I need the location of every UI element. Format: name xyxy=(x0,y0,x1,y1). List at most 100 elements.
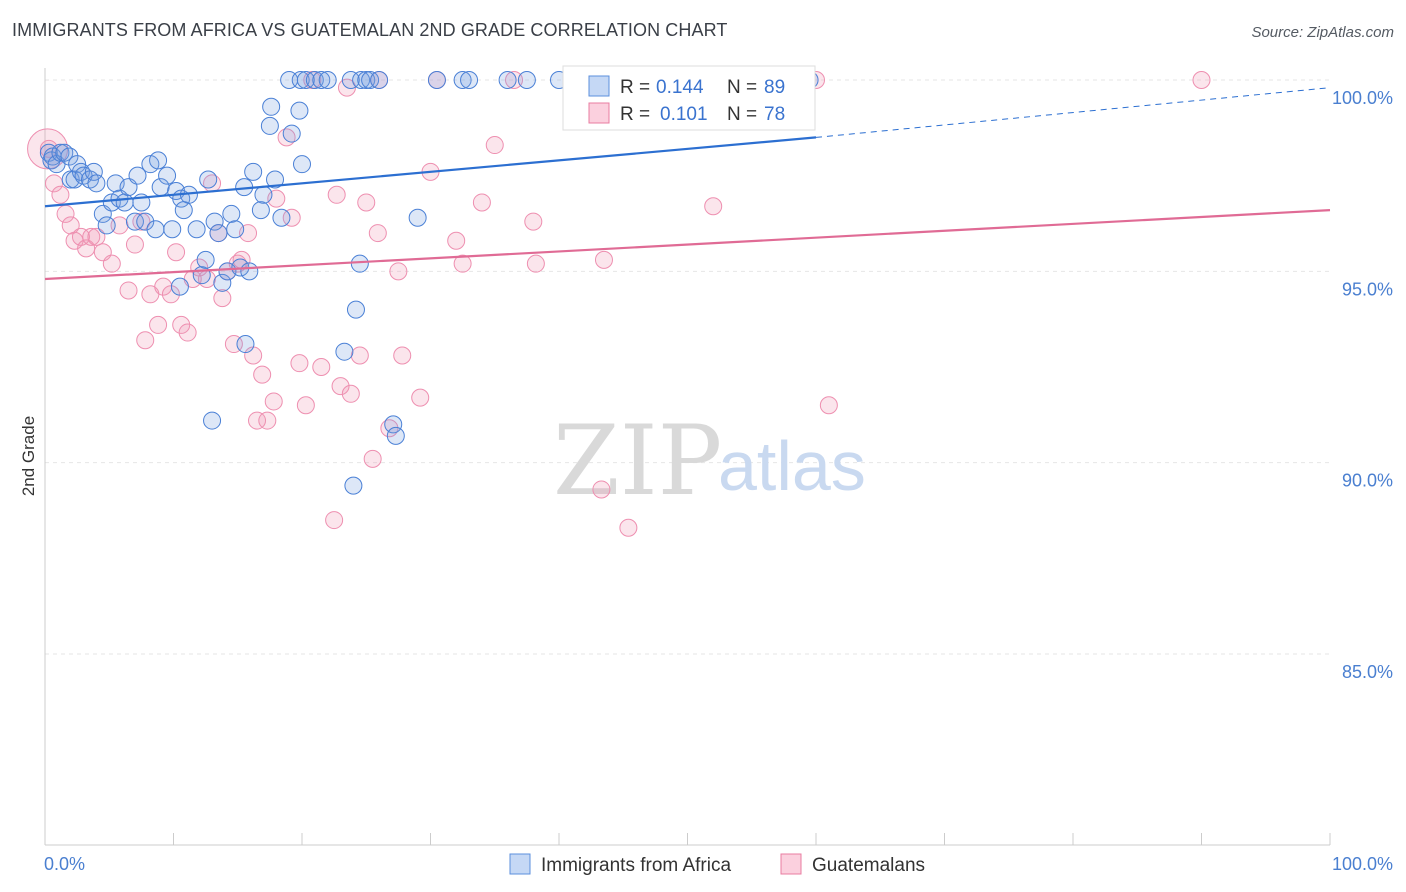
data-point-africa xyxy=(517,71,536,89)
data-point-guatemalans xyxy=(453,254,472,273)
data-point-africa xyxy=(384,415,403,434)
data-point-africa xyxy=(226,220,245,239)
data-point-africa xyxy=(84,162,103,181)
legend-r-value-1: 0.144 xyxy=(656,77,704,98)
data-point-guatemalans xyxy=(119,281,138,300)
data-point-guatemalans xyxy=(619,518,638,537)
data-point-guatemalans xyxy=(393,346,412,365)
data-point-guatemalans xyxy=(447,231,466,250)
watermark-zip: ZIP xyxy=(553,405,722,517)
data-point-guatemalans xyxy=(325,511,344,530)
data-point-guatemalans xyxy=(368,224,387,243)
watermark: ZIP atlas xyxy=(553,405,866,517)
data-point-guatemalans xyxy=(136,331,155,350)
data-point-africa xyxy=(213,273,232,292)
data-point-africa xyxy=(346,300,365,319)
trend-line-africa xyxy=(44,136,817,208)
data-point-africa xyxy=(170,277,189,296)
legend-r-label-1: R = xyxy=(620,77,650,98)
data-point-guatemalans xyxy=(389,262,408,281)
data-point-africa xyxy=(158,166,177,185)
data-point-guatemalans xyxy=(485,136,504,155)
data-point-africa xyxy=(262,97,281,116)
data-point-africa xyxy=(125,212,144,231)
data-point-africa xyxy=(115,193,134,212)
data-point-guatemalans xyxy=(213,289,232,308)
series-immigrants-from-africa xyxy=(39,71,819,495)
data-point-guatemalans xyxy=(61,216,80,235)
data-point-africa xyxy=(427,71,446,89)
axes xyxy=(44,68,1330,846)
data-point-africa xyxy=(244,162,263,181)
data-point-guatemalans xyxy=(505,71,524,89)
data-point-africa xyxy=(203,411,222,430)
data-point-africa xyxy=(240,262,259,281)
data-point-guatemalans xyxy=(125,235,144,254)
data-point-africa xyxy=(163,220,182,239)
data-point-guatemalans xyxy=(526,254,545,273)
data-point-africa xyxy=(357,71,376,89)
data-point-africa xyxy=(60,147,79,166)
data-point-guatemalans xyxy=(110,216,129,235)
legend-swatch-pink xyxy=(588,102,610,124)
legend-n-value-1: 89 xyxy=(764,77,785,98)
data-point-africa xyxy=(386,426,405,445)
bottom-legend-label-1: Immigrants from Africa xyxy=(541,855,731,876)
trend-line-africa-extension xyxy=(815,87,1331,138)
data-point-africa xyxy=(205,212,224,231)
y-axis-label: 2nd Grade xyxy=(19,416,38,496)
data-point-africa xyxy=(196,250,215,269)
y-tick-label: 85.0% xyxy=(1342,662,1393,682)
legend-n-label-1: N = xyxy=(727,77,757,98)
legend-r-value-2: 0.101 xyxy=(660,104,708,125)
legend-swatch-blue xyxy=(588,75,610,97)
data-point-guatemalans xyxy=(327,185,346,204)
data-point-africa xyxy=(97,216,116,235)
data-point-africa xyxy=(199,170,218,189)
data-point-africa xyxy=(136,212,155,231)
bottom-legend: Immigrants from Africa Guatemalans xyxy=(509,853,925,876)
data-point-africa xyxy=(266,170,285,189)
data-point-guatemalans xyxy=(363,449,382,468)
bottom-legend-swatch-blue xyxy=(509,853,531,875)
series-guatemalans xyxy=(27,71,1211,537)
data-point-guatemalans xyxy=(149,315,168,334)
data-point-africa xyxy=(335,342,354,361)
data-point-guatemalans xyxy=(341,384,360,403)
x-tick-label: 100.0% xyxy=(1332,854,1393,874)
data-point-guatemalans xyxy=(357,193,376,212)
data-point-guatemalans xyxy=(161,285,180,304)
data-point-africa xyxy=(222,204,241,223)
data-point-africa xyxy=(272,208,291,227)
trend-lines xyxy=(44,87,1331,281)
x-tick-label: 0.0% xyxy=(44,854,85,874)
data-point-africa xyxy=(453,71,472,89)
data-point-guatemalans xyxy=(350,346,369,365)
data-point-guatemalans xyxy=(411,388,430,407)
data-point-guatemalans xyxy=(704,197,723,216)
data-point-guatemalans xyxy=(592,480,611,499)
data-point-guatemalans xyxy=(472,193,491,212)
data-point-guatemalans xyxy=(132,212,151,231)
data-point-guatemalans xyxy=(248,411,267,430)
data-point-africa xyxy=(318,71,337,89)
data-point-guatemalans xyxy=(1192,71,1211,89)
watermark-atlas: atlas xyxy=(718,427,866,505)
trend-line-guatemalans xyxy=(44,209,1331,281)
data-point-africa xyxy=(236,335,255,354)
data-point-africa xyxy=(149,151,168,170)
data-point-guatemalans xyxy=(82,227,101,246)
data-point-africa xyxy=(291,71,310,89)
data-point-africa xyxy=(408,208,427,227)
data-point-africa xyxy=(498,71,517,89)
chart-title: IMMIGRANTS FROM AFRICA VS GUATEMALAN 2ND… xyxy=(12,20,728,40)
data-point-guatemalans xyxy=(258,411,277,430)
data-point-africa xyxy=(350,254,369,273)
tick-labels: 100.0% 95.0% 90.0% 85.0% 0.0% 100.0% xyxy=(44,88,1393,874)
data-point-guatemalans xyxy=(331,377,350,396)
data-point-africa xyxy=(293,155,311,174)
y-tick-label: 100.0% xyxy=(1332,88,1393,108)
data-point-guatemalans xyxy=(282,208,301,227)
data-point-africa xyxy=(254,185,273,204)
